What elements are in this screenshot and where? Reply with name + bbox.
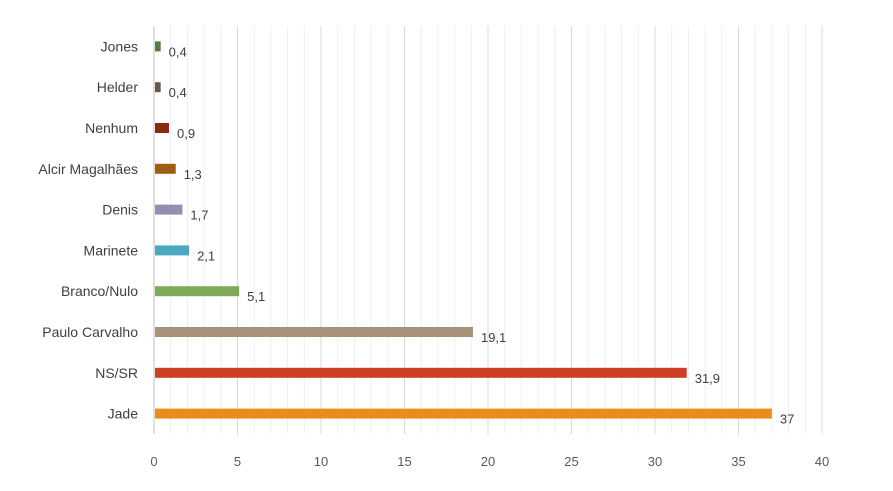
bars <box>155 41 772 419</box>
category-label: NS/SR <box>95 365 138 381</box>
data-label: 0,4 <box>169 85 187 100</box>
data-label: 0,4 <box>169 44 187 59</box>
category-label: Helder <box>97 79 139 95</box>
category-label: Jade <box>108 406 139 422</box>
x-axis-tick-labels: 0 5 10 15 20 25 30 35 40 <box>150 454 829 469</box>
category-label: Paulo Carvalho <box>42 324 138 340</box>
category-label: Branco/Nulo <box>61 283 138 299</box>
x-tick-label: 0 <box>150 454 157 469</box>
data-label: 37 <box>780 412 794 427</box>
x-tick-label: 30 <box>648 454 662 469</box>
bar <box>155 123 170 133</box>
x-tick-label: 5 <box>234 454 241 469</box>
data-labels: 0,4 0,4 0,9 1,3 1,7 2,1 5,1 19,1 31,9 37 <box>169 44 795 426</box>
bar <box>155 327 473 337</box>
category-label: Denis <box>102 202 138 218</box>
data-label: 2,1 <box>197 248 215 263</box>
x-tick-label: 10 <box>314 454 328 469</box>
bar <box>155 82 161 93</box>
bar <box>155 408 772 419</box>
data-label: 19,1 <box>481 330 506 345</box>
bar <box>155 286 240 297</box>
category-label: Nenhum <box>85 120 138 136</box>
category-label: Marinete <box>84 242 139 258</box>
x-tick-label: 40 <box>815 454 829 469</box>
x-tick-label: 20 <box>481 454 495 469</box>
data-label: 1,3 <box>184 167 202 182</box>
data-label: 5,1 <box>247 289 265 304</box>
category-label: Jones <box>101 38 138 54</box>
bar <box>155 163 176 174</box>
bar <box>155 204 183 215</box>
bar <box>155 41 161 52</box>
grid-lines <box>153 26 823 434</box>
x-tick-label: 35 <box>731 454 745 469</box>
data-label: 31,9 <box>695 371 720 386</box>
bar <box>155 367 687 378</box>
x-tick-label: 15 <box>397 454 411 469</box>
data-label: 0,9 <box>177 126 195 141</box>
bar <box>155 245 190 256</box>
category-labels: Jones Helder Nenhum Alcir Magalhães Denis Mar… <box>38 38 138 421</box>
x-tick-label: 25 <box>564 454 578 469</box>
data-label: 1,7 <box>190 208 208 223</box>
category-label: Alcir Magalhães <box>38 161 138 177</box>
